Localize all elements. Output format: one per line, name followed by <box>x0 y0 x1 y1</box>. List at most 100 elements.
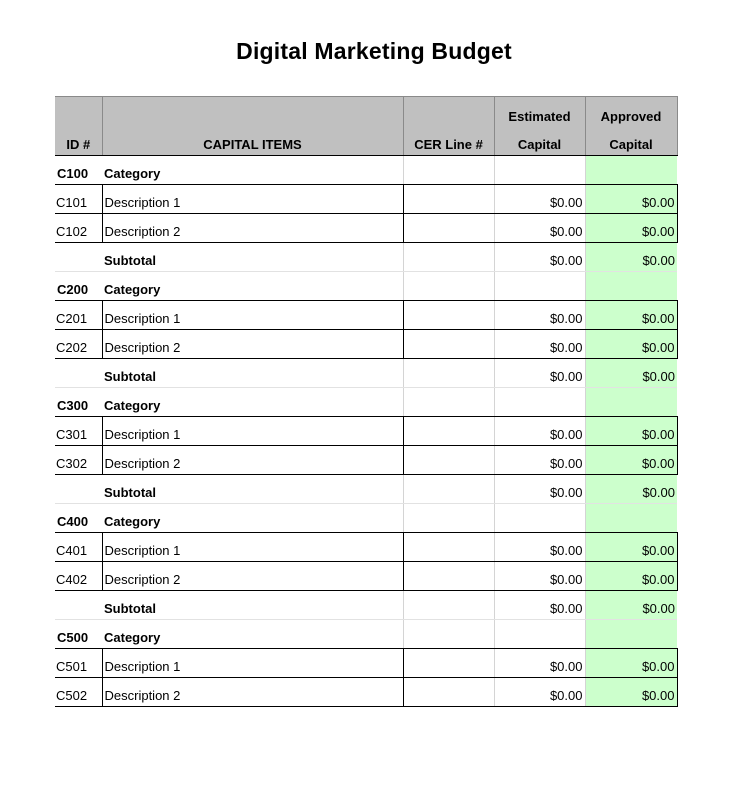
item-approved-cell[interactable]: $0.00 <box>585 184 678 214</box>
category-id[interactable]: C400 <box>55 503 102 533</box>
subtotal-approved-cell[interactable]: $0.00 <box>585 590 677 620</box>
item-approved-cell[interactable]: $0.00 <box>585 445 678 475</box>
item-description-cell[interactable]: Description 1 <box>102 300 404 330</box>
item-id-cell[interactable]: C202 <box>55 329 103 359</box>
category-estimated-cell[interactable] <box>494 155 586 185</box>
category-estimated-cell[interactable] <box>494 503 586 533</box>
category-label[interactable]: Category <box>102 387 404 417</box>
subtotal-cer-cell[interactable] <box>403 358 495 388</box>
subtotal-cer-cell[interactable] <box>403 474 495 504</box>
item-approved-cell[interactable]: $0.00 <box>585 532 678 562</box>
item-id-cell[interactable]: C401 <box>55 532 103 562</box>
subtotal-id-cell[interactable] <box>55 474 102 504</box>
subtotal-label[interactable]: Subtotal <box>102 358 404 388</box>
item-approved-cell[interactable]: $0.00 <box>585 648 678 678</box>
header-cell-items-top <box>102 96 404 127</box>
item-description-cell[interactable]: Description 2 <box>102 561 404 591</box>
subtotal-id-cell[interactable] <box>55 242 102 272</box>
category-label[interactable]: Category <box>102 155 404 185</box>
subtotal-estimated-cell[interactable]: $0.00 <box>494 474 586 504</box>
item-cer-cell[interactable] <box>403 561 495 591</box>
category-approved-cell[interactable] <box>585 155 677 185</box>
category-id[interactable]: C300 <box>55 387 102 417</box>
item-id-cell[interactable]: C201 <box>55 300 103 330</box>
category-cer-cell[interactable] <box>403 271 495 301</box>
item-id-cell[interactable]: C101 <box>55 184 103 214</box>
category-cer-cell[interactable] <box>403 155 495 185</box>
item-estimated-cell[interactable]: $0.00 <box>494 445 586 475</box>
item-cer-cell[interactable] <box>403 329 495 359</box>
item-estimated-cell[interactable]: $0.00 <box>494 561 586 591</box>
subtotal-row: Subtotal $0.00 $0.00 <box>55 474 677 504</box>
item-approved-cell[interactable]: $0.00 <box>585 300 678 330</box>
category-estimated-cell[interactable] <box>494 387 586 417</box>
subtotal-label[interactable]: Subtotal <box>102 590 404 620</box>
category-estimated-cell[interactable] <box>494 619 586 649</box>
category-approved-cell[interactable] <box>585 619 677 649</box>
subtotal-label[interactable]: Subtotal <box>102 474 404 504</box>
category-cer-cell[interactable] <box>403 387 495 417</box>
item-cer-cell[interactable] <box>403 648 495 678</box>
category-id[interactable]: C500 <box>55 619 102 649</box>
item-cer-cell[interactable] <box>403 184 495 214</box>
category-label[interactable]: Category <box>102 503 404 533</box>
subtotal-id-cell[interactable] <box>55 358 102 388</box>
item-estimated-cell[interactable]: $0.00 <box>494 329 586 359</box>
item-cer-cell[interactable] <box>403 300 495 330</box>
category-estimated-cell[interactable] <box>494 271 586 301</box>
item-description-cell[interactable]: Description 2 <box>102 213 404 243</box>
item-description-cell[interactable]: Description 1 <box>102 416 404 446</box>
item-approved-cell[interactable]: $0.00 <box>585 416 678 446</box>
item-estimated-cell[interactable]: $0.00 <box>494 213 586 243</box>
item-description-cell[interactable]: Description 2 <box>102 329 404 359</box>
subtotal-approved-cell[interactable]: $0.00 <box>585 242 677 272</box>
category-id[interactable]: C100 <box>55 155 102 185</box>
item-description-cell[interactable]: Description 2 <box>102 677 404 707</box>
item-estimated-cell[interactable]: $0.00 <box>494 416 586 446</box>
item-description-cell[interactable]: Description 1 <box>102 184 404 214</box>
item-id-cell[interactable]: C402 <box>55 561 103 591</box>
item-approved-cell[interactable]: $0.00 <box>585 329 678 359</box>
subtotal-estimated-cell[interactable]: $0.00 <box>494 358 586 388</box>
item-estimated-cell[interactable]: $0.00 <box>494 648 586 678</box>
item-cer-cell[interactable] <box>403 416 495 446</box>
category-cer-cell[interactable] <box>403 503 495 533</box>
subtotal-id-cell[interactable] <box>55 590 102 620</box>
category-id[interactable]: C200 <box>55 271 102 301</box>
subtotal-approved-cell[interactable]: $0.00 <box>585 358 677 388</box>
item-id-cell[interactable]: C501 <box>55 648 103 678</box>
subtotal-approved-cell[interactable]: $0.00 <box>585 474 677 504</box>
item-cer-cell[interactable] <box>403 677 495 707</box>
category-label[interactable]: Category <box>102 271 404 301</box>
subtotal-cer-cell[interactable] <box>403 242 495 272</box>
item-estimated-cell[interactable]: $0.00 <box>494 677 586 707</box>
item-estimated-cell[interactable]: $0.00 <box>494 532 586 562</box>
subtotal-estimated-cell[interactable]: $0.00 <box>494 242 586 272</box>
item-description-cell[interactable]: Description 1 <box>102 648 404 678</box>
item-estimated-cell[interactable]: $0.00 <box>494 300 586 330</box>
item-id-cell[interactable]: C102 <box>55 213 103 243</box>
category-approved-cell[interactable] <box>585 387 677 417</box>
item-estimated-cell[interactable]: $0.00 <box>494 184 586 214</box>
item-cer-cell[interactable] <box>403 213 495 243</box>
category-label[interactable]: Category <box>102 619 404 649</box>
category-cer-cell[interactable] <box>403 619 495 649</box>
table-row: C301 Description 1 $0.00 $0.00 <box>55 416 678 446</box>
subtotal-cer-cell[interactable] <box>403 590 495 620</box>
table-row: C102 Description 2 $0.00 $0.00 <box>55 213 678 243</box>
item-description-cell[interactable]: Description 1 <box>102 532 404 562</box>
subtotal-label[interactable]: Subtotal <box>102 242 404 272</box>
item-id-cell[interactable]: C502 <box>55 677 103 707</box>
category-approved-cell[interactable] <box>585 503 677 533</box>
item-id-cell[interactable]: C302 <box>55 445 103 475</box>
item-approved-cell[interactable]: $0.00 <box>585 677 678 707</box>
header-approved-top: Approved <box>585 96 678 127</box>
item-description-cell[interactable]: Description 2 <box>102 445 404 475</box>
subtotal-estimated-cell[interactable]: $0.00 <box>494 590 586 620</box>
item-cer-cell[interactable] <box>403 445 495 475</box>
item-approved-cell[interactable]: $0.00 <box>585 213 678 243</box>
item-approved-cell[interactable]: $0.00 <box>585 561 678 591</box>
item-cer-cell[interactable] <box>403 532 495 562</box>
item-id-cell[interactable]: C301 <box>55 416 103 446</box>
category-approved-cell[interactable] <box>585 271 677 301</box>
